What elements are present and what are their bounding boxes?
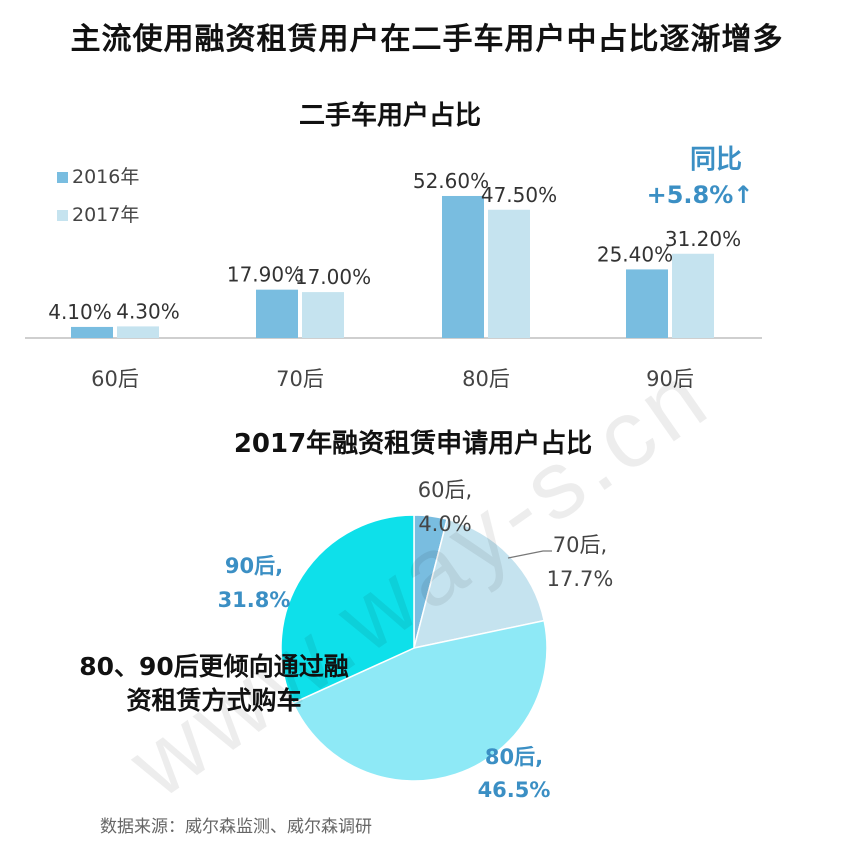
data-label: 17.00% — [295, 265, 371, 289]
pie-slice-90后 — [280, 514, 415, 705]
pie-label-value: 46.5% — [478, 778, 551, 802]
pie-label-value: 31.8% — [218, 588, 291, 612]
pie-slice-80后 — [291, 619, 548, 782]
pie-chart-title: 2017年融资租赁申请用户占比 — [234, 428, 592, 459]
data-label: 31.20% — [665, 227, 741, 251]
yoy-annotation-value: +5.8%↑ — [647, 181, 754, 209]
page-title: 主流使用融资租赁用户在二手车用户中占比逐渐增多 — [70, 22, 784, 57]
data-source: 数据来源：威尔森监测、威尔森调研 — [100, 817, 372, 837]
pie-annotation-line1: 80、90后更倾向通过融 — [79, 652, 349, 681]
bar-60后-2016年 — [71, 326, 113, 338]
pie-label-name: 90后, — [225, 554, 283, 578]
legend-label: 2017年 — [72, 204, 139, 226]
data-label: 4.30% — [116, 299, 180, 323]
pie-label-value: 4.0% — [418, 512, 471, 536]
bar-60后-2017年 — [117, 326, 159, 338]
pie-label-name: 60后, — [418, 478, 472, 502]
x-tick-label: 70后 — [276, 367, 324, 391]
bar-80后-2017年 — [488, 209, 530, 338]
yoy-annotation-title: 同比 — [690, 145, 742, 175]
bar-70后-2017年 — [302, 292, 344, 338]
data-label: 25.40% — [597, 242, 673, 266]
legend-label: 2016年 — [72, 166, 139, 188]
pie-annotation-line2: 资租赁方式购车 — [126, 686, 301, 715]
data-label: 47.50% — [481, 183, 557, 207]
x-tick-label: 80后 — [462, 367, 510, 391]
bar-80后-2016年 — [442, 195, 484, 338]
bar-70后-2016年 — [256, 289, 298, 338]
legend-swatch-2016年 — [57, 172, 68, 183]
leader-line-70 — [507, 550, 552, 559]
pie-label-name: 70后, — [553, 533, 607, 557]
bar-90后-2016年 — [626, 269, 668, 338]
x-tick-label: 90后 — [646, 367, 694, 391]
data-label: 4.10% — [48, 300, 112, 324]
pie-label-name: 80后, — [485, 745, 543, 769]
bar-chart-title: 二手车用户占比 — [299, 100, 481, 131]
bar-90后-2017年 — [672, 253, 714, 338]
data-label: 17.90% — [227, 263, 303, 287]
pie-slice-70后 — [412, 518, 546, 649]
data-label: 52.60% — [413, 169, 489, 193]
legend-swatch-2017年 — [57, 210, 68, 221]
pie-label-value: 17.7% — [547, 567, 614, 591]
x-tick-label: 60后 — [91, 367, 139, 391]
